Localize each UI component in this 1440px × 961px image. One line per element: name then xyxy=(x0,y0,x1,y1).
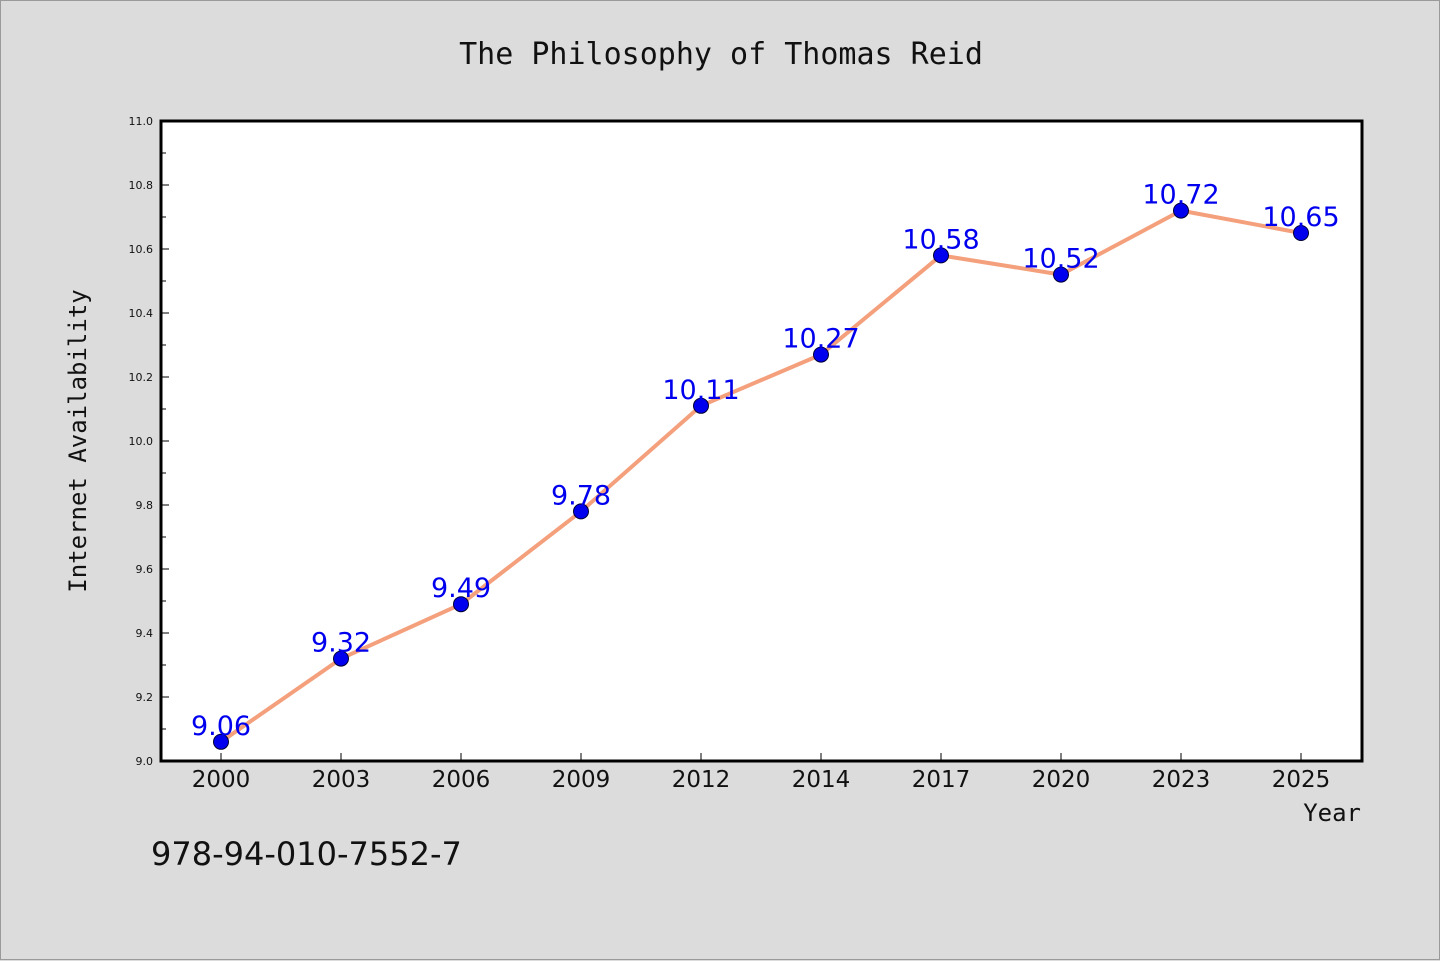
data-label: 10.58 xyxy=(902,224,979,255)
y-axis: 9.0 9.2 9.4 9.6 9.8 10.0 10.2 10.4 10.6 10.8 11.0 xyxy=(129,115,169,768)
data-label: 10.72 xyxy=(1142,180,1219,211)
y-tick-label: 10.4 xyxy=(129,307,154,320)
data-label: 9.06 xyxy=(191,711,251,742)
x-tick-label: 2025 xyxy=(1272,767,1331,793)
data-point xyxy=(693,397,709,414)
data-point xyxy=(1053,266,1069,283)
y-tick-label: 9.6 xyxy=(136,563,154,576)
x-tick-label: 2023 xyxy=(1152,767,1211,793)
data-point xyxy=(813,346,829,363)
x-tick-label: 2009 xyxy=(552,767,611,793)
x-axis: 2000 2003 2006 2009 2012 2014 2017 2020 2023 2025 xyxy=(192,753,1331,793)
data-point xyxy=(933,247,949,264)
x-tick-label: 2020 xyxy=(1032,767,1091,793)
x-tick-label: 2012 xyxy=(672,767,731,793)
data-point xyxy=(453,596,469,613)
data-label: 10.65 xyxy=(1262,202,1339,233)
x-tick-label: 2017 xyxy=(912,767,971,793)
data-point xyxy=(1173,202,1189,219)
data-label: 9.49 xyxy=(431,573,491,604)
y-tick-label: 9.4 xyxy=(136,627,154,640)
data-markers xyxy=(213,202,1309,750)
isbn-footnote: 978-94-010-7552-7 xyxy=(151,835,462,873)
x-tick-label: 2000 xyxy=(192,767,251,793)
data-point xyxy=(1293,225,1309,241)
y-tick-label: 11.0 xyxy=(129,115,154,128)
y-tick-label: 9.2 xyxy=(136,691,154,704)
data-point xyxy=(333,650,349,667)
data-labels: 9.06 9.32 9.49 9.78 10.11 10.27 10.58 10.52 10.7… xyxy=(191,180,1340,742)
y-tick-label: 9.0 xyxy=(136,755,154,768)
y-tick-label: 10.8 xyxy=(129,179,154,192)
plot-border xyxy=(159,119,1364,763)
y-tick-label: 10.2 xyxy=(129,371,154,384)
data-point xyxy=(213,733,229,750)
data-label: 10.52 xyxy=(1022,244,1099,275)
y-tick-label: 10.0 xyxy=(129,435,154,448)
y-tick-label: 10.6 xyxy=(129,243,154,256)
y-axis-title: Internet Availability xyxy=(64,289,92,592)
data-label: 10.11 xyxy=(662,375,739,406)
data-label: 9.32 xyxy=(311,628,371,659)
x-tick-label: 2014 xyxy=(792,767,851,793)
plot-area xyxy=(161,121,1362,761)
x-tick-label: 2006 xyxy=(432,767,491,793)
series-line xyxy=(219,208,1302,744)
data-label: 9.78 xyxy=(551,480,611,511)
chart-title: The Philosophy of Thomas Reid xyxy=(459,37,983,72)
x-tick-label: 2003 xyxy=(312,767,371,793)
data-point xyxy=(573,503,589,520)
data-label: 10.27 xyxy=(782,324,859,355)
y-tick-label: 9.8 xyxy=(136,499,154,512)
x-axis-title: Year xyxy=(1303,799,1361,827)
